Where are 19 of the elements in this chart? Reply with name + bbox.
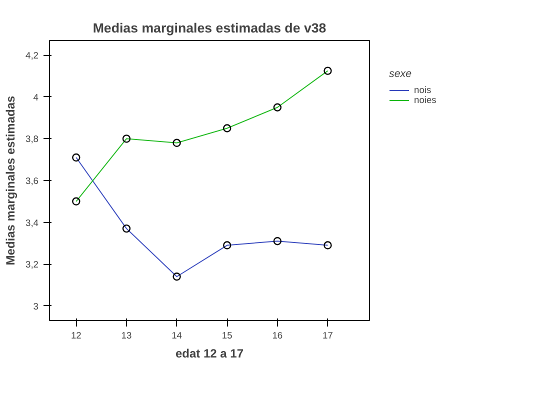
x-tick-label: 13 <box>121 330 132 340</box>
y-tick-label: 4,2 <box>26 50 38 61</box>
chart-title: Medias marginales estimadas de v38 <box>92 20 326 36</box>
y-tick-label: 3,2 <box>26 260 38 270</box>
legend-label: nois <box>414 85 432 95</box>
legend-title: sexe <box>389 68 413 80</box>
y-tick-label: 4 <box>33 92 39 102</box>
legend-label: noies <box>414 95 436 105</box>
x-tick-label: 14 <box>172 330 182 340</box>
y-axis-title: Medias marginales estimadas <box>4 95 18 266</box>
x-tick-label: 15 <box>222 330 232 340</box>
x-tick-label: 17 <box>322 330 333 340</box>
x-tick-label: 12 <box>70 330 82 340</box>
x-tick-label: 16 <box>272 330 283 340</box>
y-tick-label: 3,4 <box>26 218 38 228</box>
x-axis-title: edat 12 a 17 <box>175 346 244 360</box>
y-tick-label: 3,8 <box>26 134 38 144</box>
y-tick-label: 3 <box>33 301 39 312</box>
y-tick-label: 3,6 <box>26 176 38 186</box>
